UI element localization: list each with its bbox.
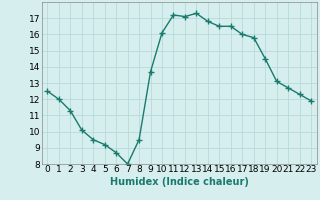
X-axis label: Humidex (Indice chaleur): Humidex (Indice chaleur) [110,177,249,187]
